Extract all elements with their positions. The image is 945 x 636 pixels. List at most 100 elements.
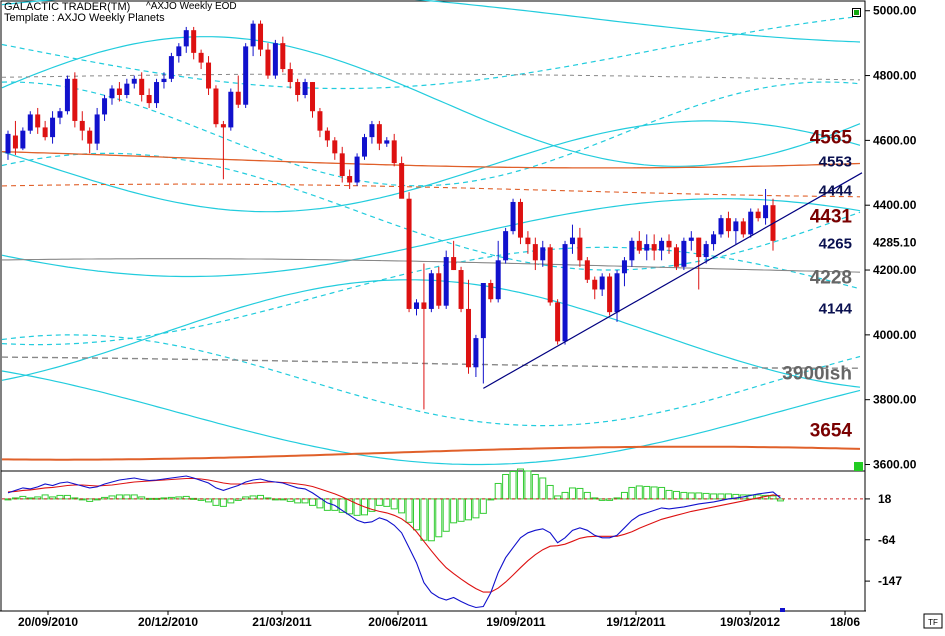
candle-body <box>636 240 642 251</box>
histogram-bar <box>249 495 257 500</box>
candle-body <box>27 114 33 131</box>
histogram-bar <box>769 495 777 500</box>
histogram-bar <box>316 498 324 509</box>
candle-body <box>748 211 754 235</box>
histogram-bar <box>427 498 435 542</box>
candle-body <box>659 240 665 251</box>
histogram-bar <box>687 492 695 500</box>
candle-body <box>673 247 679 267</box>
candle-body <box>72 78 78 121</box>
price-tick-label: 4200.00 <box>873 263 917 277</box>
candle-body <box>473 338 479 368</box>
candle-body <box>451 257 457 271</box>
price-tick-label: 3600.00 <box>873 458 917 472</box>
candle-body <box>666 240 672 248</box>
gray-planet-line-dashed <box>1 356 860 369</box>
time-marker <box>780 608 785 612</box>
axes-layer: 5000.00 4800.00 4600.00 4400.00 4200.00 4000.… <box>18 4 943 629</box>
candle-body <box>295 82 301 95</box>
candle-body <box>688 237 694 241</box>
histogram-bar <box>56 494 64 500</box>
level-label: 4265 <box>819 235 852 252</box>
candle-body <box>235 91 241 105</box>
planet-line <box>1 81 861 187</box>
candle-body <box>443 257 449 306</box>
candle-body <box>711 234 717 245</box>
histogram-bar <box>561 491 569 500</box>
histogram-bar <box>63 494 71 500</box>
orange-planet-line-low <box>2 445 861 461</box>
candle-body <box>339 153 345 177</box>
candle-body <box>20 130 26 149</box>
histogram-bar <box>583 491 591 500</box>
price-tick-label: 5000.00 <box>873 4 917 18</box>
candle-body <box>458 270 464 309</box>
date-tick-label: 19/03/2012 <box>720 615 780 629</box>
price-tick-label: 4400.00 <box>873 198 917 212</box>
candle-body <box>347 176 353 183</box>
date-tick-label: 18/06 <box>830 615 860 629</box>
histogram-bar <box>375 498 383 506</box>
candle-body <box>681 240 687 267</box>
candle-body <box>532 244 538 261</box>
annotations-layer: 4565 4553 4444 4431 4265 4228 4144 3900ish 3654 <box>782 128 852 442</box>
candle-body <box>421 302 427 309</box>
candle-body <box>332 140 338 154</box>
candle-body <box>391 140 397 164</box>
panel-corner-button[interactable] <box>852 8 861 17</box>
candle-body <box>213 88 219 125</box>
date-tick-label: 20/09/2010 <box>18 615 78 629</box>
date-tick-label: 19/09/2011 <box>486 615 546 629</box>
candle-body <box>324 130 330 141</box>
candle-body <box>592 279 598 290</box>
candle-body <box>725 218 731 232</box>
signal-line <box>7 477 781 593</box>
date-tick-label: 20/12/2010 <box>138 615 198 629</box>
candle-body <box>384 140 390 144</box>
histogram-bar <box>524 470 532 500</box>
osc-tick-label: -64 <box>878 533 896 547</box>
osc-tick-label: 18 <box>878 492 892 506</box>
level-label: 4444 <box>819 182 853 199</box>
histogram-bar <box>531 473 539 500</box>
candle-body <box>428 273 434 309</box>
histogram-bar <box>680 491 688 500</box>
macd-line <box>7 475 781 609</box>
histogram-bar <box>242 496 250 500</box>
histogram-bar <box>464 498 472 521</box>
candle-body <box>176 46 182 57</box>
candle-body <box>154 82 160 104</box>
candle-body <box>5 133 11 154</box>
candle-body <box>413 302 419 309</box>
candle-body <box>369 124 375 138</box>
histogram-bar <box>123 494 131 500</box>
candle-body <box>57 111 63 118</box>
date-tick-label: 19/12/2011 <box>606 615 666 629</box>
candle-body <box>146 95 152 104</box>
price-tick-label: 4000.00 <box>873 328 917 342</box>
histogram-bar <box>398 498 406 514</box>
histogram-bar <box>710 493 718 500</box>
histogram-bar <box>717 493 725 500</box>
candle-body <box>621 260 627 274</box>
last-price-label: 4285.10 <box>873 235 917 249</box>
candle-body <box>584 260 590 280</box>
candle-body <box>510 201 516 232</box>
candle-body <box>599 276 605 290</box>
histogram-bar <box>658 486 666 500</box>
candle-body <box>280 43 286 70</box>
orange-planet-line-dashed <box>1 183 861 198</box>
price-panel-marker <box>854 462 863 471</box>
planet-line <box>1 198 861 278</box>
app-title: GALACTIC TRADER(TM) <box>4 1 131 13</box>
symbol-label: ^AXJO Weekly EOD <box>146 1 237 12</box>
histogram-bar <box>219 498 227 507</box>
histogram-bar <box>502 473 510 500</box>
planet-line <box>1 0 861 43</box>
histogram-bar <box>301 498 309 504</box>
tf-box <box>923 613 943 629</box>
level-label: 4565 <box>810 128 853 149</box>
histogram-bar <box>182 495 190 500</box>
planet-line <box>1 36 861 167</box>
candle-body <box>198 52 204 63</box>
